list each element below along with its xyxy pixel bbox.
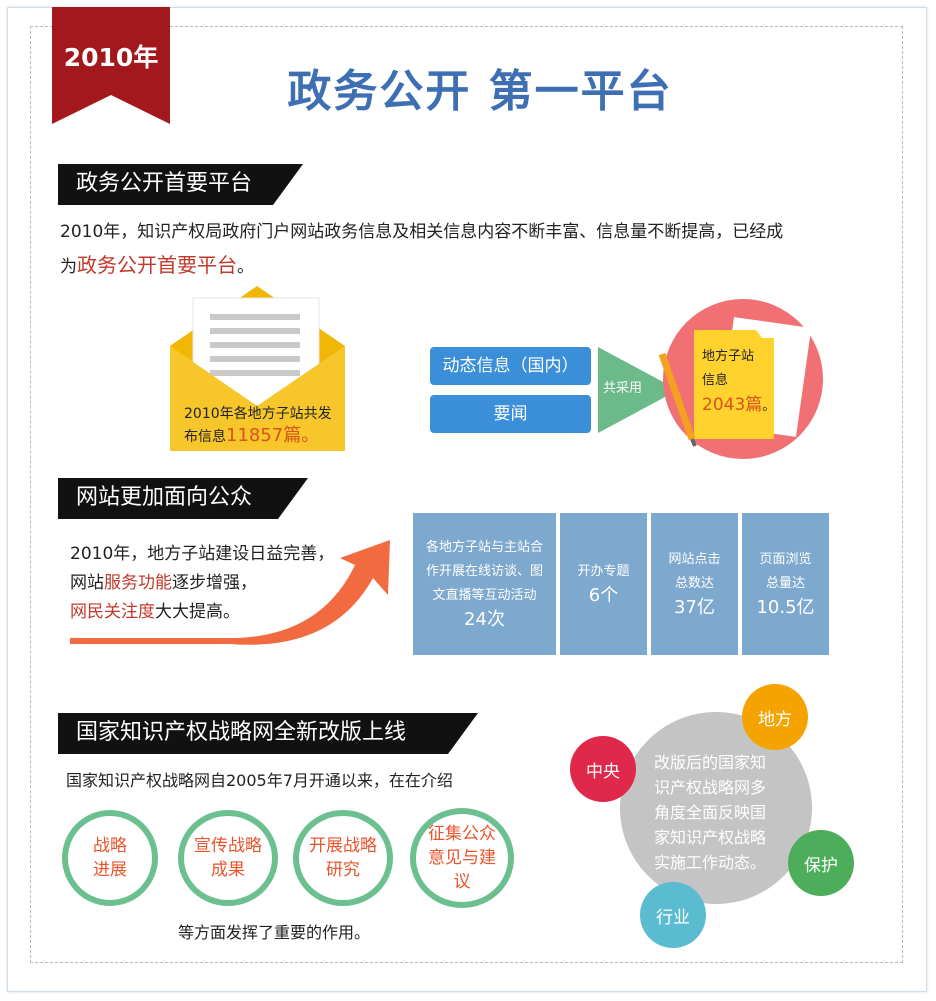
section2-bar-bg (58, 478, 308, 519)
stat-special-topics: 开办专题 6个 (560, 513, 647, 655)
stat-value: 10.5亿 (756, 597, 815, 618)
intro-line1: 2010年，知识产权局政府门户网站政务信息及相关信息内容不断丰富、信息量不断提高… (60, 222, 784, 242)
stat-value: 24次 (464, 609, 505, 630)
folder-count: 2043篇 (702, 395, 763, 415)
cluster-center-line: 改版后的国家知 (654, 753, 767, 772)
ring-label: 进展 (93, 860, 127, 880)
public-line1: 2010年，地方子站建设日益完善， (70, 544, 335, 564)
ring-label: 征集公众 (428, 824, 496, 844)
public-text: 2010年，地方子站建设日益完善， 网站服务功能逐步增强， 网民关注度大大提高。 (70, 540, 390, 627)
folder-line1: 地方子站 (702, 349, 755, 364)
stat-label: 页面浏览 (759, 552, 812, 567)
year-ribbon (52, 7, 170, 124)
stat-label: 开办专题 (577, 564, 630, 579)
section2-title: 网站更加面向公众 (76, 485, 253, 510)
year-badge: 2010年 (63, 43, 159, 72)
section3-bar-bg (58, 713, 478, 754)
stat-clicks: 网站点击 总数达 37亿 (651, 513, 738, 655)
folder-line2: 信息 (702, 373, 729, 388)
stat-interactive-activities: 各地方子站与主站合 作开展在线访谈、图 文直播等互动活动 24次 (413, 513, 556, 655)
section1-title: 政务公开首要平台 (76, 171, 253, 196)
ring-label: 战略 (93, 836, 127, 856)
ring-strategy-research: 开展战略 研究 (293, 810, 393, 906)
stat-label: 总数达 (674, 576, 714, 591)
ring-label: 开展战略 (309, 836, 377, 856)
cluster-local: 地方 (742, 684, 808, 750)
stat-value: 6个 (588, 585, 619, 606)
cluster-center-line: 识产权战略网多 (654, 778, 767, 797)
page-frame (7, 7, 927, 992)
public-line3-red: 网民关注度 (70, 602, 155, 622)
arrow-triangle-icon (598, 347, 678, 433)
public-line2-red: 服务功能 (104, 573, 172, 593)
envelope-count: 11857篇。 (226, 425, 320, 446)
cluster-protect: 保护 (788, 830, 854, 896)
public-line3-post: 大大提高。 (155, 602, 240, 622)
strategy-intro: 国家知识产权战略网自2005年7月开通以来，在在介绍 (66, 771, 453, 790)
cluster-center-line: 家知识产权战略 (654, 828, 767, 847)
arrow-label: 共采用 (603, 381, 643, 396)
ring-label: 意见与建 (428, 848, 496, 868)
intro-line2-pre: 为 (60, 257, 77, 277)
intro-highlight: 政务公开首要平台 (77, 253, 237, 277)
public-line2-pre: 网站 (70, 573, 104, 593)
cluster-center-line: 角度全面反映国 (654, 803, 767, 822)
public-line2-post: 逐步增强， (172, 573, 257, 593)
curved-arrow-icon (70, 540, 390, 645)
intro-line2: 为政务公开首要平台。 (60, 250, 860, 282)
dashed-border (30, 26, 903, 963)
stat-value: 37亿 (674, 597, 715, 618)
folder-circle-icon (658, 299, 823, 459)
page-title: 政务公开 第一平台 (287, 66, 673, 117)
intro-line2-post: 。 (237, 257, 254, 277)
news-button[interactable]: 要闻 (430, 395, 591, 433)
envelope-text: 2010年各地方子站共发 布信息11857篇。 (184, 403, 354, 448)
strategy-outro: 等方面发挥了重要的作用。 (178, 923, 371, 942)
envelope-line2: 布信息 (184, 429, 226, 445)
cluster-industry: 行业 (640, 882, 706, 948)
folder-text: 地方子站 信息 2043篇。 (702, 345, 775, 419)
stat-label: 作开展在线访谈、图 (425, 564, 543, 579)
stat-label: 各地方子站与主站合 (425, 540, 543, 555)
cluster-central: 中央 (570, 736, 636, 802)
dynamic-info-button[interactable]: 动态信息（国内） (430, 347, 591, 385)
section3-title: 国家知识产权战略网全新改版上线 (76, 720, 407, 745)
ring-publicity-results: 宣传战略 成果 (178, 810, 278, 906)
stat-label: 总量达 (765, 576, 805, 591)
ring-label: 成果 (211, 860, 245, 880)
stat-label: 文直播等互动活动 (432, 588, 537, 603)
ring-strategy-progress: 战略 进展 (62, 810, 158, 906)
ring-label: 研究 (326, 860, 360, 880)
stat-label: 网站点击 (668, 552, 721, 567)
ring-label: 议 (453, 872, 471, 892)
folder-suffix: 。 (762, 399, 776, 414)
envelope-icon (170, 286, 345, 451)
ring-public-opinion: 征集公众 意见与建议 (410, 808, 514, 908)
section1-bar-bg (58, 164, 303, 205)
cluster-center-line: 实施工作动态。 (654, 853, 767, 872)
envelope-line1: 2010年各地方子站共发 (184, 406, 332, 422)
ring-label: 宣传战略 (194, 836, 262, 856)
stat-pageviews: 页面浏览 总量达 10.5亿 (742, 513, 829, 655)
